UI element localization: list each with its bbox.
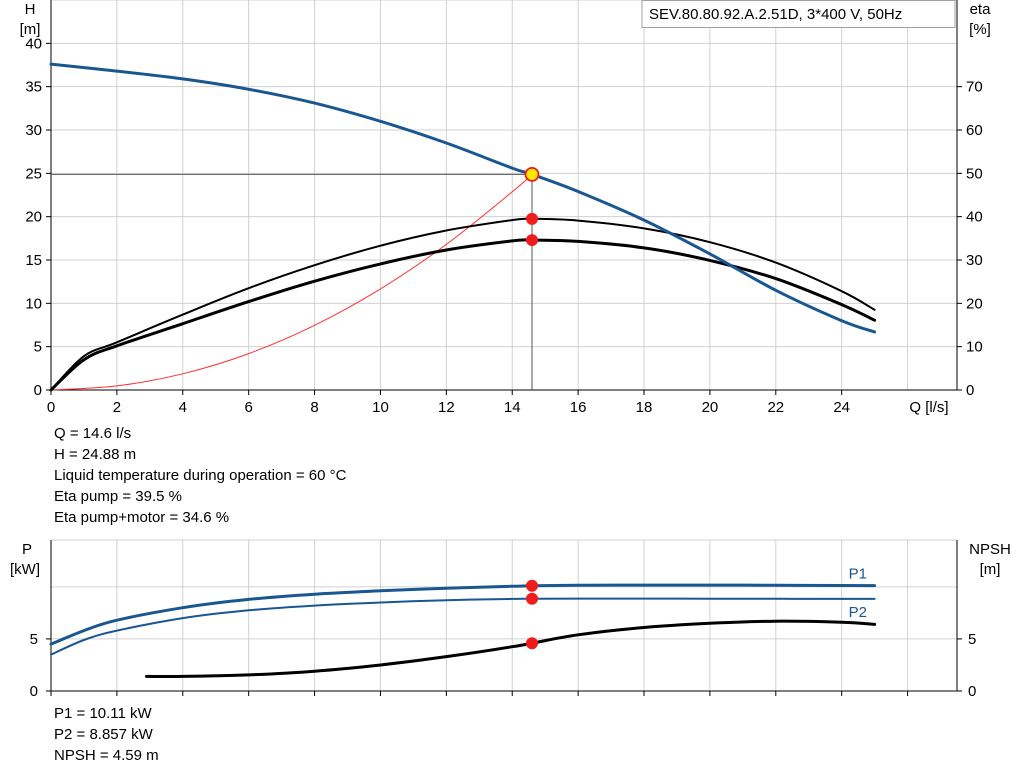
y2-tick-label: 5 xyxy=(968,631,976,648)
info-p2: P2 = 8.857 kW xyxy=(54,726,153,743)
y-tick-label: 5 xyxy=(30,631,38,648)
y2-tick-label: 30 xyxy=(966,252,983,269)
x-tick-label: 22 xyxy=(767,399,784,416)
x-tick-label: 18 xyxy=(636,399,653,416)
y-tick-label: 30 xyxy=(25,122,42,139)
y-tick-label: 5 xyxy=(34,339,42,356)
y-axis-unit: [m] xyxy=(20,21,41,38)
x-tick-label: 8 xyxy=(310,399,318,416)
y2-tick-label: 10 xyxy=(966,339,983,356)
y-tick-label: 0 xyxy=(30,683,38,700)
info-eta-total: Eta pump+motor = 34.6 % xyxy=(54,509,230,526)
series-eta-total-curve xyxy=(49,238,877,392)
series-p2-marker xyxy=(526,592,539,605)
series-p2-curve xyxy=(50,597,876,656)
series-head-curve xyxy=(49,62,877,334)
power-info: P1 = 10.11 kW P2 = 8.857 kW NPSH = 4.59 … xyxy=(54,703,159,766)
x-tick-label: 14 xyxy=(504,399,521,416)
model-label: SEV.80.80.92.A.2.51D, 3*400 V, 50Hz xyxy=(649,6,902,23)
x-tick-label: 6 xyxy=(245,399,253,416)
model-label-box: SEV.80.80.92.A.2.51D, 3*400 V, 50Hz xyxy=(641,0,956,28)
model-label-frame xyxy=(641,0,956,28)
y-tick-label: 35 xyxy=(25,79,42,96)
x-tick-label: 2 xyxy=(113,399,121,416)
y2-tick-label: 40 xyxy=(966,209,983,226)
x-tick-label: 16 xyxy=(570,399,587,416)
x-tick-label: 12 xyxy=(438,399,455,416)
x-tick-label: 4 xyxy=(179,399,187,416)
eta-pump-marker xyxy=(526,212,539,225)
y-tick-label: 25 xyxy=(25,165,42,182)
series-eta-pump-curve xyxy=(50,217,876,391)
y-tick-label: 40 xyxy=(25,35,42,52)
info-flow: Q = 14.6 l/s xyxy=(54,425,132,442)
y-axis-label: P xyxy=(22,541,32,558)
y2-axis-unit: [m] xyxy=(980,561,1001,578)
series-p1-marker xyxy=(526,579,539,592)
y2-tick-label: 0 xyxy=(968,683,976,700)
y2-tick-label: 70 xyxy=(966,79,983,96)
info-head: H = 24.88 m xyxy=(54,446,137,463)
y-tick-label: 0 xyxy=(34,382,42,399)
x-tick-label: 20 xyxy=(702,399,719,416)
series-npsh-curve xyxy=(145,619,877,679)
y2-axis-label: NPSH xyxy=(969,541,1011,558)
y-tick-label: 15 xyxy=(25,252,42,269)
y2-axis-label: eta xyxy=(970,1,992,18)
info-liquid-temperature: Liquid temperature during operation = 60… xyxy=(54,467,347,484)
y-tick-label: 20 xyxy=(25,209,42,226)
series-npsh-marker xyxy=(526,637,539,650)
series-system-curve xyxy=(50,173,533,391)
y2-tick-label: 0 xyxy=(966,382,974,399)
y-tick-label: 10 xyxy=(25,295,42,312)
info-npsh: NPSH = 4.59 m xyxy=(54,747,159,764)
x-axis-label: Q [l/s] xyxy=(909,399,948,416)
x-tick-label: 24 xyxy=(833,399,850,416)
y-axis-unit: [kW] xyxy=(10,561,40,578)
info-eta-pump: Eta pump = 39.5 % xyxy=(54,488,182,505)
x-tick-label: 10 xyxy=(372,399,389,416)
y2-axis-unit: [%] xyxy=(969,21,991,38)
x-tick-label: 0 xyxy=(47,399,55,416)
operating-point-marker xyxy=(524,166,540,182)
info-p1: P1 = 10.11 kW xyxy=(54,705,152,722)
series-p1-curve xyxy=(49,583,877,646)
y2-tick-label: 60 xyxy=(966,122,983,139)
y-axis-label: H xyxy=(25,1,36,18)
operating-point-info: Q = 14.6 l/s H = 24.88 m Liquid temperat… xyxy=(54,423,346,528)
series-p1-label: P1 xyxy=(849,566,867,583)
y2-tick-label: 50 xyxy=(966,165,983,182)
eta-total-marker xyxy=(526,234,539,247)
y2-tick-label: 20 xyxy=(966,295,983,312)
series-p2-label: P2 xyxy=(849,604,867,621)
